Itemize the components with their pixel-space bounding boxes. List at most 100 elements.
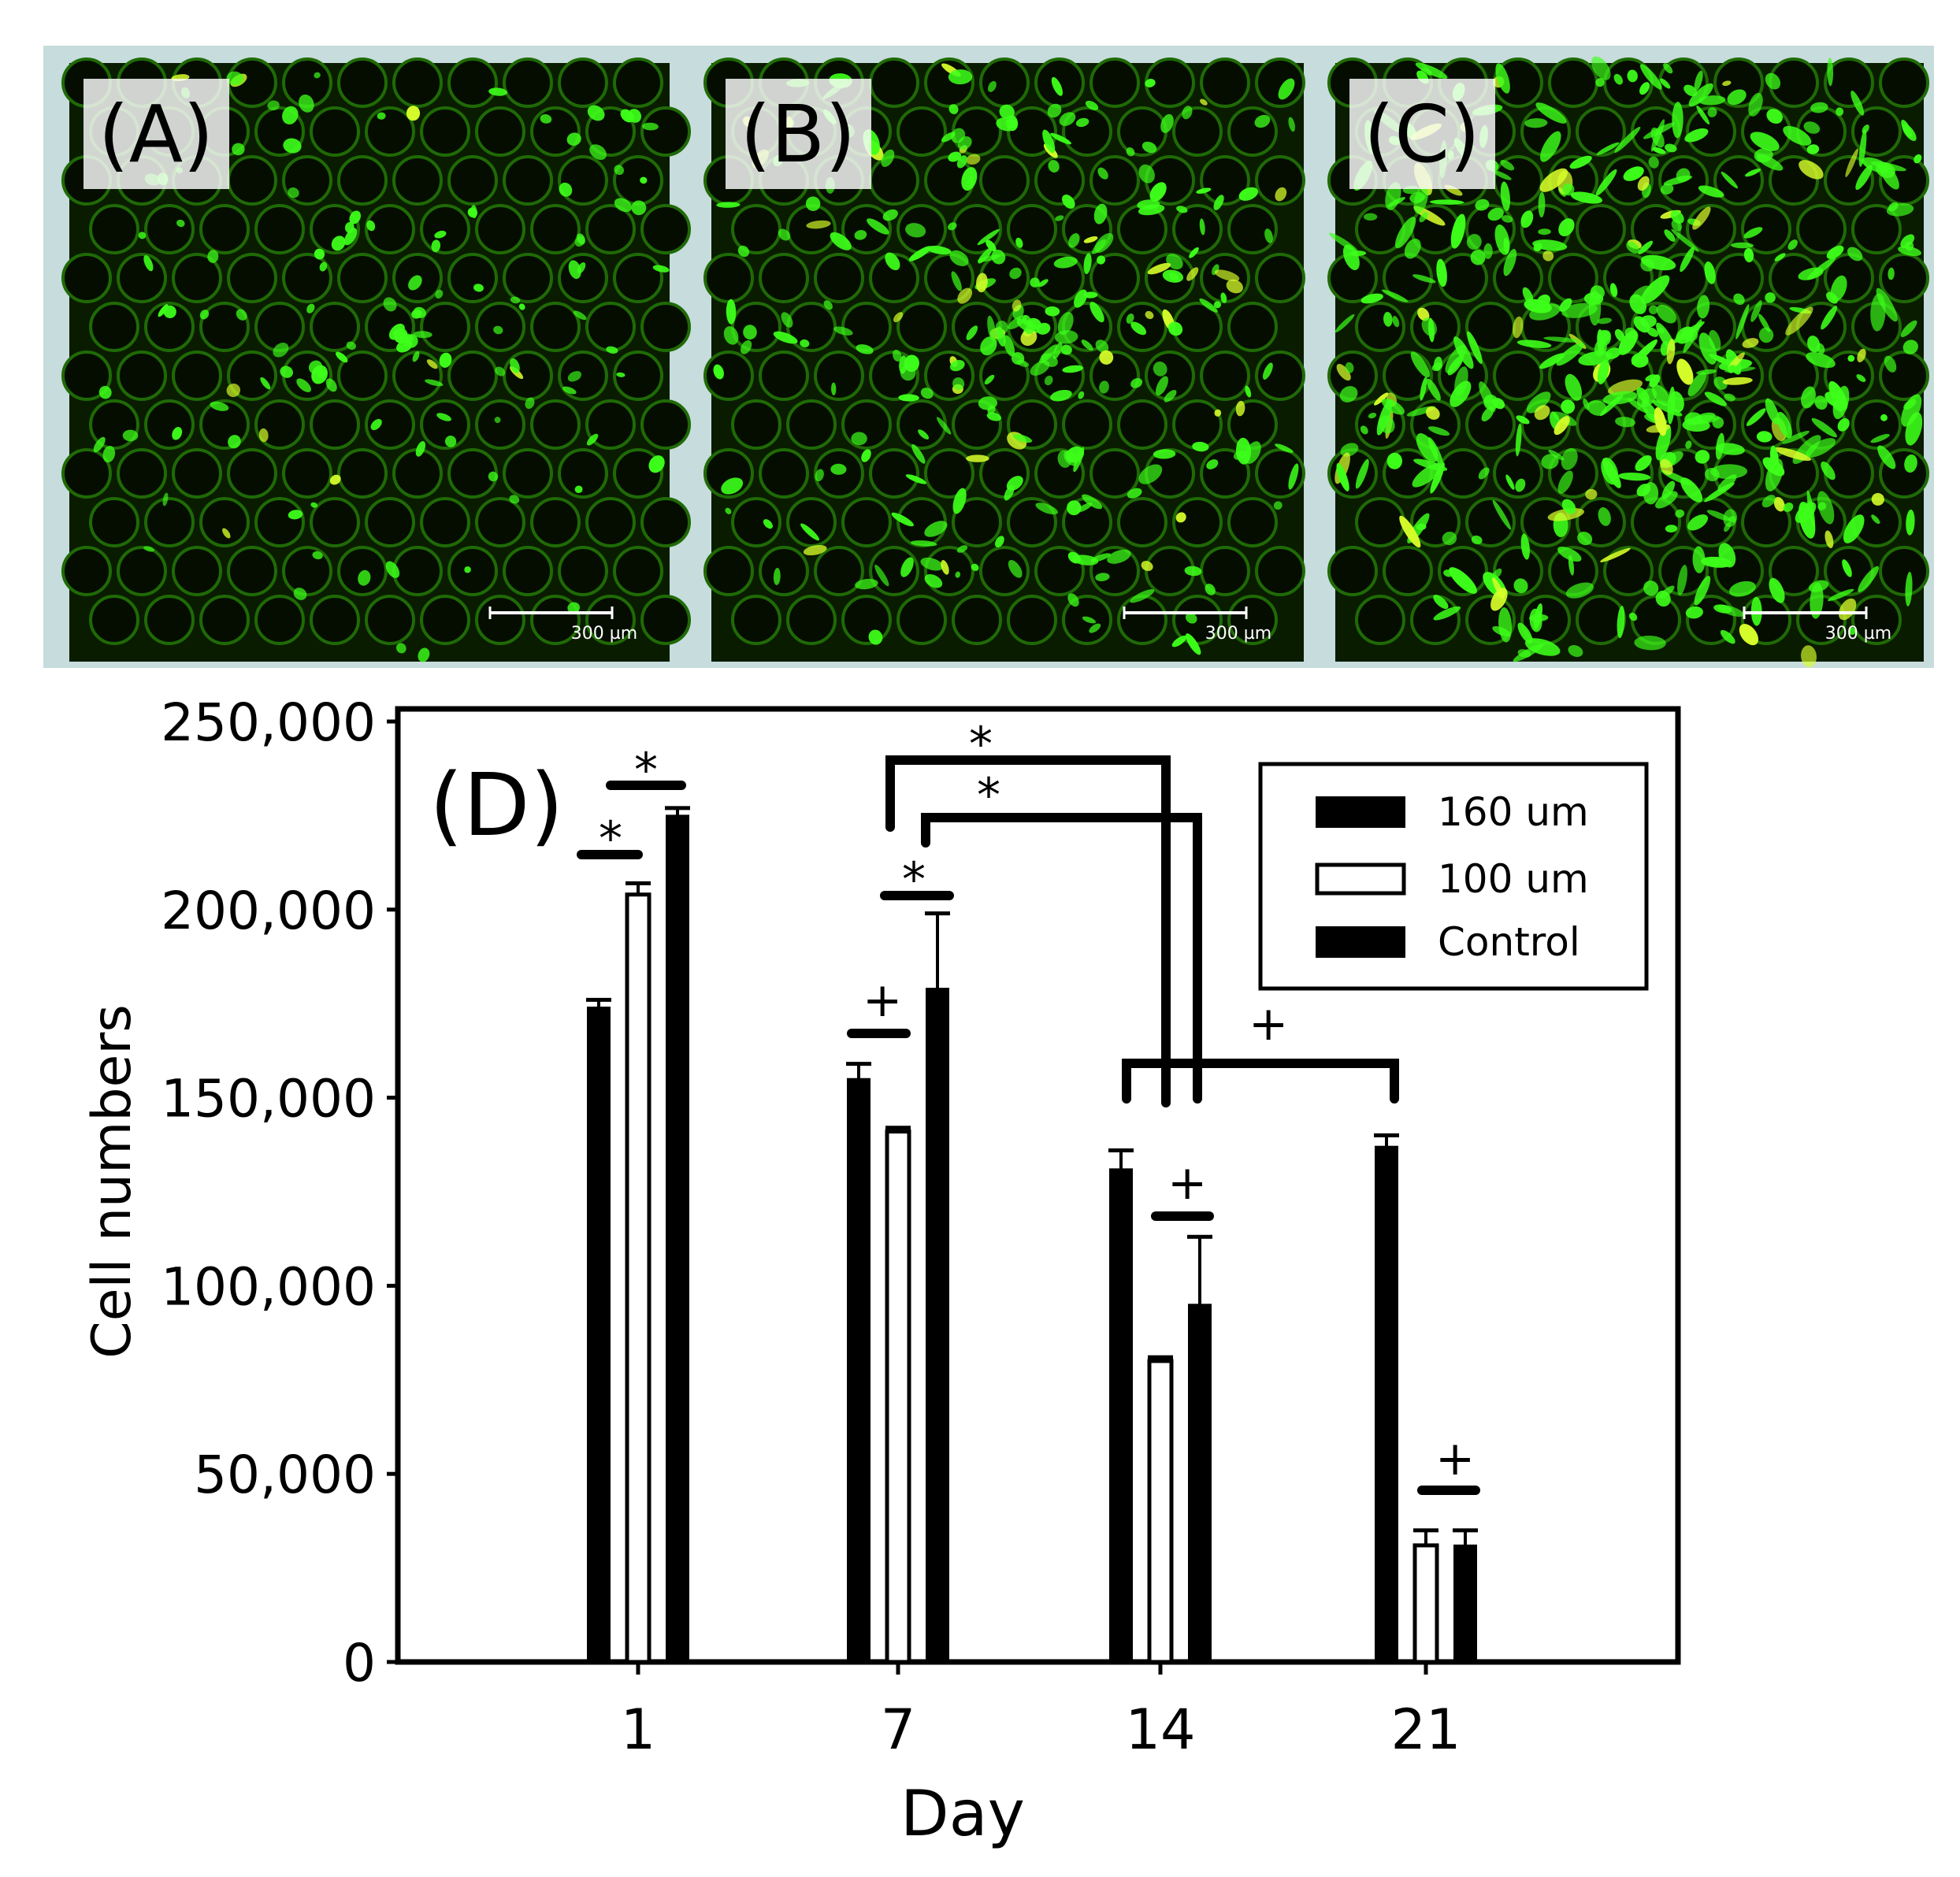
cell xyxy=(803,544,827,556)
cell xyxy=(1264,228,1273,243)
scale-bar-label: 300 µm xyxy=(1825,624,1891,644)
cell xyxy=(1745,169,1761,177)
cell xyxy=(1728,581,1756,597)
scaffold-pore xyxy=(759,448,809,499)
cell xyxy=(1858,566,1879,592)
scaffold-pore xyxy=(530,106,581,157)
cell xyxy=(1275,443,1294,453)
cell xyxy=(1008,559,1023,578)
cell xyxy=(1068,233,1080,248)
scaffold-pore xyxy=(392,155,443,206)
scaffold-pore xyxy=(475,595,525,645)
scaffold-pore xyxy=(1090,57,1140,108)
scaffold-pore xyxy=(1007,595,1057,645)
panel-label: (B) xyxy=(741,88,856,180)
cell xyxy=(408,275,422,291)
scaffold-pore xyxy=(952,595,1002,645)
cell xyxy=(236,309,247,321)
cell xyxy=(1666,338,1676,365)
cell xyxy=(1540,131,1561,162)
cell xyxy=(1731,242,1754,249)
cell xyxy=(431,239,441,253)
significance-marks: * * * + * * + + + xyxy=(599,717,1475,1486)
cell xyxy=(573,310,587,321)
cell xyxy=(1493,170,1512,180)
cell xyxy=(1214,269,1240,282)
cell xyxy=(509,495,520,504)
scaffold-pore xyxy=(365,106,415,157)
cell xyxy=(1655,590,1671,607)
cell xyxy=(1050,389,1072,402)
scaffold-pore xyxy=(144,497,195,547)
cell xyxy=(325,378,337,392)
scaffold-pore xyxy=(1255,351,1305,401)
scaffold-pore xyxy=(1824,57,1874,108)
cell xyxy=(1640,275,1670,304)
scaffold-pore xyxy=(89,204,139,254)
cell xyxy=(1903,399,1917,410)
cell xyxy=(1615,417,1635,428)
cell xyxy=(1886,202,1914,217)
cell xyxy=(1127,488,1142,499)
scaffold-pore xyxy=(786,497,837,547)
cell xyxy=(1707,107,1717,117)
cell xyxy=(1748,92,1763,117)
cell xyxy=(1090,302,1104,323)
sig-bracket-day14-day21 xyxy=(1122,1059,1399,1104)
cell xyxy=(1765,458,1784,492)
cell xyxy=(1627,69,1638,83)
scaffold-pore xyxy=(841,302,892,352)
cell xyxy=(1663,175,1692,186)
cell xyxy=(1162,269,1184,283)
error-bars xyxy=(586,806,1478,1545)
cell xyxy=(1500,160,1515,171)
cell xyxy=(1646,424,1671,433)
scaffold-pore xyxy=(585,399,636,450)
cell xyxy=(1532,239,1568,251)
cell xyxy=(806,220,831,229)
cell xyxy=(1858,129,1867,167)
cell xyxy=(1015,237,1023,248)
cell xyxy=(1529,303,1561,321)
cell xyxy=(1639,82,1650,95)
scaffold-pore xyxy=(89,595,139,645)
cell xyxy=(1672,102,1683,139)
cell xyxy=(1399,515,1421,548)
cell xyxy=(343,228,358,246)
cell xyxy=(1288,463,1299,490)
cell xyxy=(1554,416,1570,436)
panel-label-box xyxy=(84,79,229,189)
cell xyxy=(1543,336,1580,343)
scaffold-pore xyxy=(1493,351,1543,401)
cell xyxy=(1245,385,1252,398)
cell xyxy=(1640,315,1657,328)
cell xyxy=(1420,377,1427,401)
cell xyxy=(1626,241,1640,254)
cell xyxy=(559,182,573,197)
cell xyxy=(1095,573,1110,581)
cell xyxy=(1587,400,1608,416)
scaffold-pore xyxy=(1007,204,1057,254)
scaffold-pore xyxy=(199,595,250,645)
cell xyxy=(1226,279,1243,294)
cell xyxy=(1470,250,1486,265)
cell xyxy=(1478,467,1490,480)
cell xyxy=(1629,294,1646,314)
scaffold-pore xyxy=(1879,253,1929,303)
cell xyxy=(1765,72,1781,90)
cell xyxy=(493,325,503,335)
cell xyxy=(1055,215,1064,221)
cell xyxy=(1720,629,1735,644)
cell xyxy=(1495,63,1510,94)
cell xyxy=(1856,374,1866,383)
legend-swatch-160 xyxy=(1316,796,1405,828)
scaffold-pore xyxy=(117,546,167,596)
cell xyxy=(948,104,959,114)
scaffold-pore xyxy=(896,399,947,450)
cell xyxy=(1062,365,1084,373)
cell xyxy=(1810,102,1828,113)
cell xyxy=(1349,250,1367,257)
cell xyxy=(1628,612,1638,621)
cell xyxy=(1186,267,1199,281)
cell xyxy=(1698,332,1717,365)
